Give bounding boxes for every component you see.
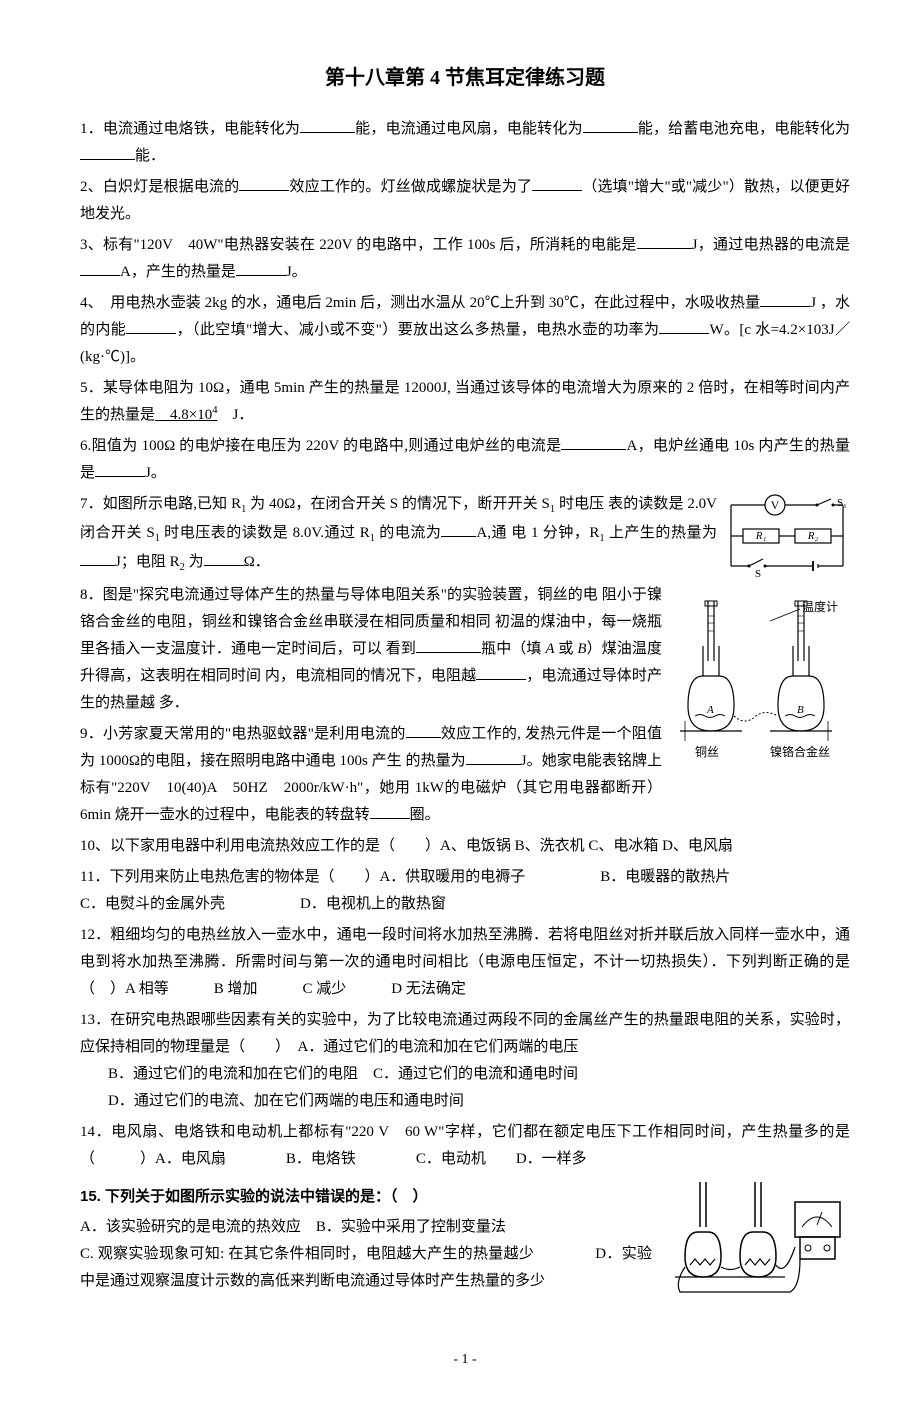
q15-bold: 错误 (315, 1188, 345, 1205)
q8-l4-or: 或 (555, 641, 578, 657)
q1-mid2: 能，给蓄电池充电，电能转化为 (638, 121, 850, 137)
blank (126, 318, 176, 334)
blank (583, 117, 638, 133)
q7-l2-mid2: 的电流为 (375, 525, 441, 541)
q3-mid1: J，通过电热器的电流是 (692, 237, 850, 253)
q7-l3-mid3: 为 (185, 554, 204, 570)
q3-suffix: J。 (286, 264, 307, 280)
q4-prefix: 4、 用电热水壶装 2kg 的水，通电后 2min 后，测出水温从 20℃上升到… (80, 295, 760, 311)
label-nichrome: 镍铬合金丝 (770, 744, 830, 759)
q4-mid2: ，（此空填"增大、减小或不变"）要放出这么多热量，电热水壶的功率为 (176, 322, 659, 338)
blank (416, 637, 481, 653)
blank (236, 260, 286, 276)
q11-l1: 11．下列用来防止电热危害的物体是（ ）A．供取暖用的电褥子 B．电暖器的散热片 (80, 869, 730, 885)
blank (80, 550, 115, 566)
q13-l3: D．通过它们的电流、加在它们两端的电压和通电时间 (80, 1093, 464, 1109)
q7-l3-mid1: 上产生的热量为 (605, 525, 717, 541)
q1-prefix: 1．电流通过电烙铁，电能转化为 (80, 121, 300, 137)
q5-answer-val: 4.8×10 (155, 407, 212, 423)
question-10: 10、以下家用电器中利用电流热效应工作的是（ ）A、电饭锅 B、洗衣机 C、电冰… (80, 833, 850, 860)
q15-l1: A．该实验研究的是电流的热效应 B．实验中采用了控制变量法 (80, 1219, 506, 1235)
blank (760, 291, 810, 307)
question-13: 13．在研究电热跟哪些因素有关的实验中，为了比较电流通过两段不同的金属丝产生的热… (80, 1007, 850, 1115)
question-6: 6.阻值为 100Ω 的电炉接在电压为 220V 的电路中,则通过电炉丝的电流是… (80, 433, 850, 487)
label-v: V (771, 498, 780, 512)
q8-l1: 8．图是"探究电流通过导体产生的热量与导体电阻关系"的实验装置，铜丝的电 (80, 587, 598, 603)
q8-l4-prefix: 看到 (386, 641, 416, 657)
q8-l5-prefix: 内，电流相同的情况下，电阻越 (265, 668, 476, 684)
blank (476, 664, 526, 680)
label-flask-b: B (797, 704, 804, 716)
question-3: 3、标有"120V 40W"电热器安装在 220V 的电路中，工作 100s 后… (80, 232, 850, 286)
page-footer: - 1 - (80, 1347, 850, 1372)
q11-l2: C．电熨斗的金属外壳 D．电视机上的散热窗 (80, 896, 446, 912)
q8-l6: 多． (159, 695, 189, 711)
question-4: 4、 用电热水壶装 2kg 的水，通电后 2min 后，测出水温从 20℃上升到… (80, 290, 850, 371)
question-1: 1．电流通过电烙铁，电能转化为 能，电流通过电风扇，电能转化为 能，给蓄电池充电，电… (80, 116, 850, 170)
q7-l2-mid1: 时电压表的读数是 8.0V.通过 R (160, 525, 370, 541)
question-11: 11．下列用来防止电热危害的物体是（ ）A．供取暖用的电褥子 B．电暖器的散热片… (80, 864, 850, 918)
blank (370, 803, 410, 819)
figure-experiment-q15 (660, 1177, 850, 1317)
q5-answer: 4.8×104 (155, 407, 217, 423)
q1-mid1: 能，电流通过电风扇，电能转化为 (355, 121, 583, 137)
q7-l1-mid: 为 40Ω，在闭合开关 S 的情况下，断开开关 S (246, 496, 550, 512)
q3-mid2: A，产生的热量是 (120, 264, 236, 280)
q9-l3-prefix: 的热量为 (406, 753, 466, 769)
blank (561, 434, 626, 450)
question-12: 12．粗细均匀的电热丝放入一壶水中，通电一段时间将水加热至沸腾．若将电阻丝对折并… (80, 922, 850, 1003)
q7-l2-suffix: A,通 (476, 525, 507, 541)
q8-l4-mid: 瓶中（填 (481, 641, 545, 657)
q7-l3-prefix: 电 1 分钟，R (511, 525, 599, 541)
question-14: 14．电风扇、电烙铁和电动机上都标有"220 V 60 W"字样，它们都在额定电… (80, 1119, 850, 1173)
label-s1: S₁ (837, 497, 847, 509)
q15-prefix: 15. 下列关于如图所示实验的说法中 (80, 1188, 315, 1205)
blank (532, 175, 582, 191)
blank (239, 175, 289, 191)
blank (95, 461, 145, 477)
page-title: 第十八章第 4 节焦耳定律练习题 (80, 60, 850, 96)
question-5: 5．某导体电阻为 10Ω，通电 5min 产生的热量是 12000J, 当通过该… (80, 375, 850, 429)
q2-mid1: 效应工作的。灯丝做成螺旋状是为了 (289, 179, 532, 195)
blank (637, 233, 692, 249)
blank (441, 521, 476, 537)
label-r1: R₁ (755, 530, 767, 542)
q6-suffix: J。 (145, 465, 166, 481)
label-copper: 铜丝 (695, 744, 719, 759)
q15-l2: C. 观察实验现象可知: 在其它条件相同时，电阻越大产生的热量越少 D．实验中是… (80, 1246, 652, 1289)
q8-opt-a: A (545, 641, 554, 657)
q13-l2: B．通过它们的电流和加在它们的电阻 C．通过它们的电流和通电时间 (80, 1066, 578, 1082)
question-2: 2、白炽灯是根据电流的效应工作的。灯丝做成螺旋状是为了（选填"增大"或"减少"）… (80, 174, 850, 228)
q9-l1-prefix: 9．小芳家夏天常用的"电热驱蚊器"是利用电流的 (80, 726, 406, 742)
label-flask-a: A (706, 704, 714, 716)
q3-prefix: 3、标有"120V 40W"电热器安装在 220V 的电路中，工作 100s 后… (80, 237, 637, 253)
q5-suffix: J． (217, 407, 253, 423)
figure-flask-q8: 温度计 A 铜丝 B 镍铬合金丝 (670, 591, 850, 781)
q1-suffix: 能． (135, 148, 165, 164)
q7-l3-mid2: J；电阻 R (115, 554, 180, 570)
label-r2: R₂ (807, 530, 819, 542)
q7-l3-suffix: Ω． (244, 554, 270, 570)
q13-l1: 13．在研究电热跟哪些因素有关的实验中，为了比较电流通过两段不同的金属丝产生的热… (80, 1012, 850, 1055)
blank (406, 722, 441, 738)
blank (300, 117, 355, 133)
blank (659, 318, 709, 334)
q7-l1-prefix: 7．如图所示电路,已知 R (80, 496, 241, 512)
blank (466, 749, 521, 765)
blank (80, 260, 120, 276)
q2-prefix: 2、白炽灯是根据电流的 (80, 179, 239, 195)
q6-prefix: 6.阻值为 100Ω 的电炉接在电压为 220V 的电路中,则通过电炉丝的电流是 (80, 438, 561, 454)
q7-l1-suffix: 时电压 (555, 496, 604, 512)
q15-suffix: 的是：（ ） (345, 1188, 428, 1205)
q9-l1-suffix: 效应工作的, (441, 726, 521, 742)
label-s: S (755, 568, 761, 580)
blank (80, 144, 135, 160)
q9-l3-suffix: 圈。 (410, 807, 440, 823)
blank (204, 550, 244, 566)
figure-circuit-q7: V S₁ R₁ R₂ S (725, 491, 850, 591)
